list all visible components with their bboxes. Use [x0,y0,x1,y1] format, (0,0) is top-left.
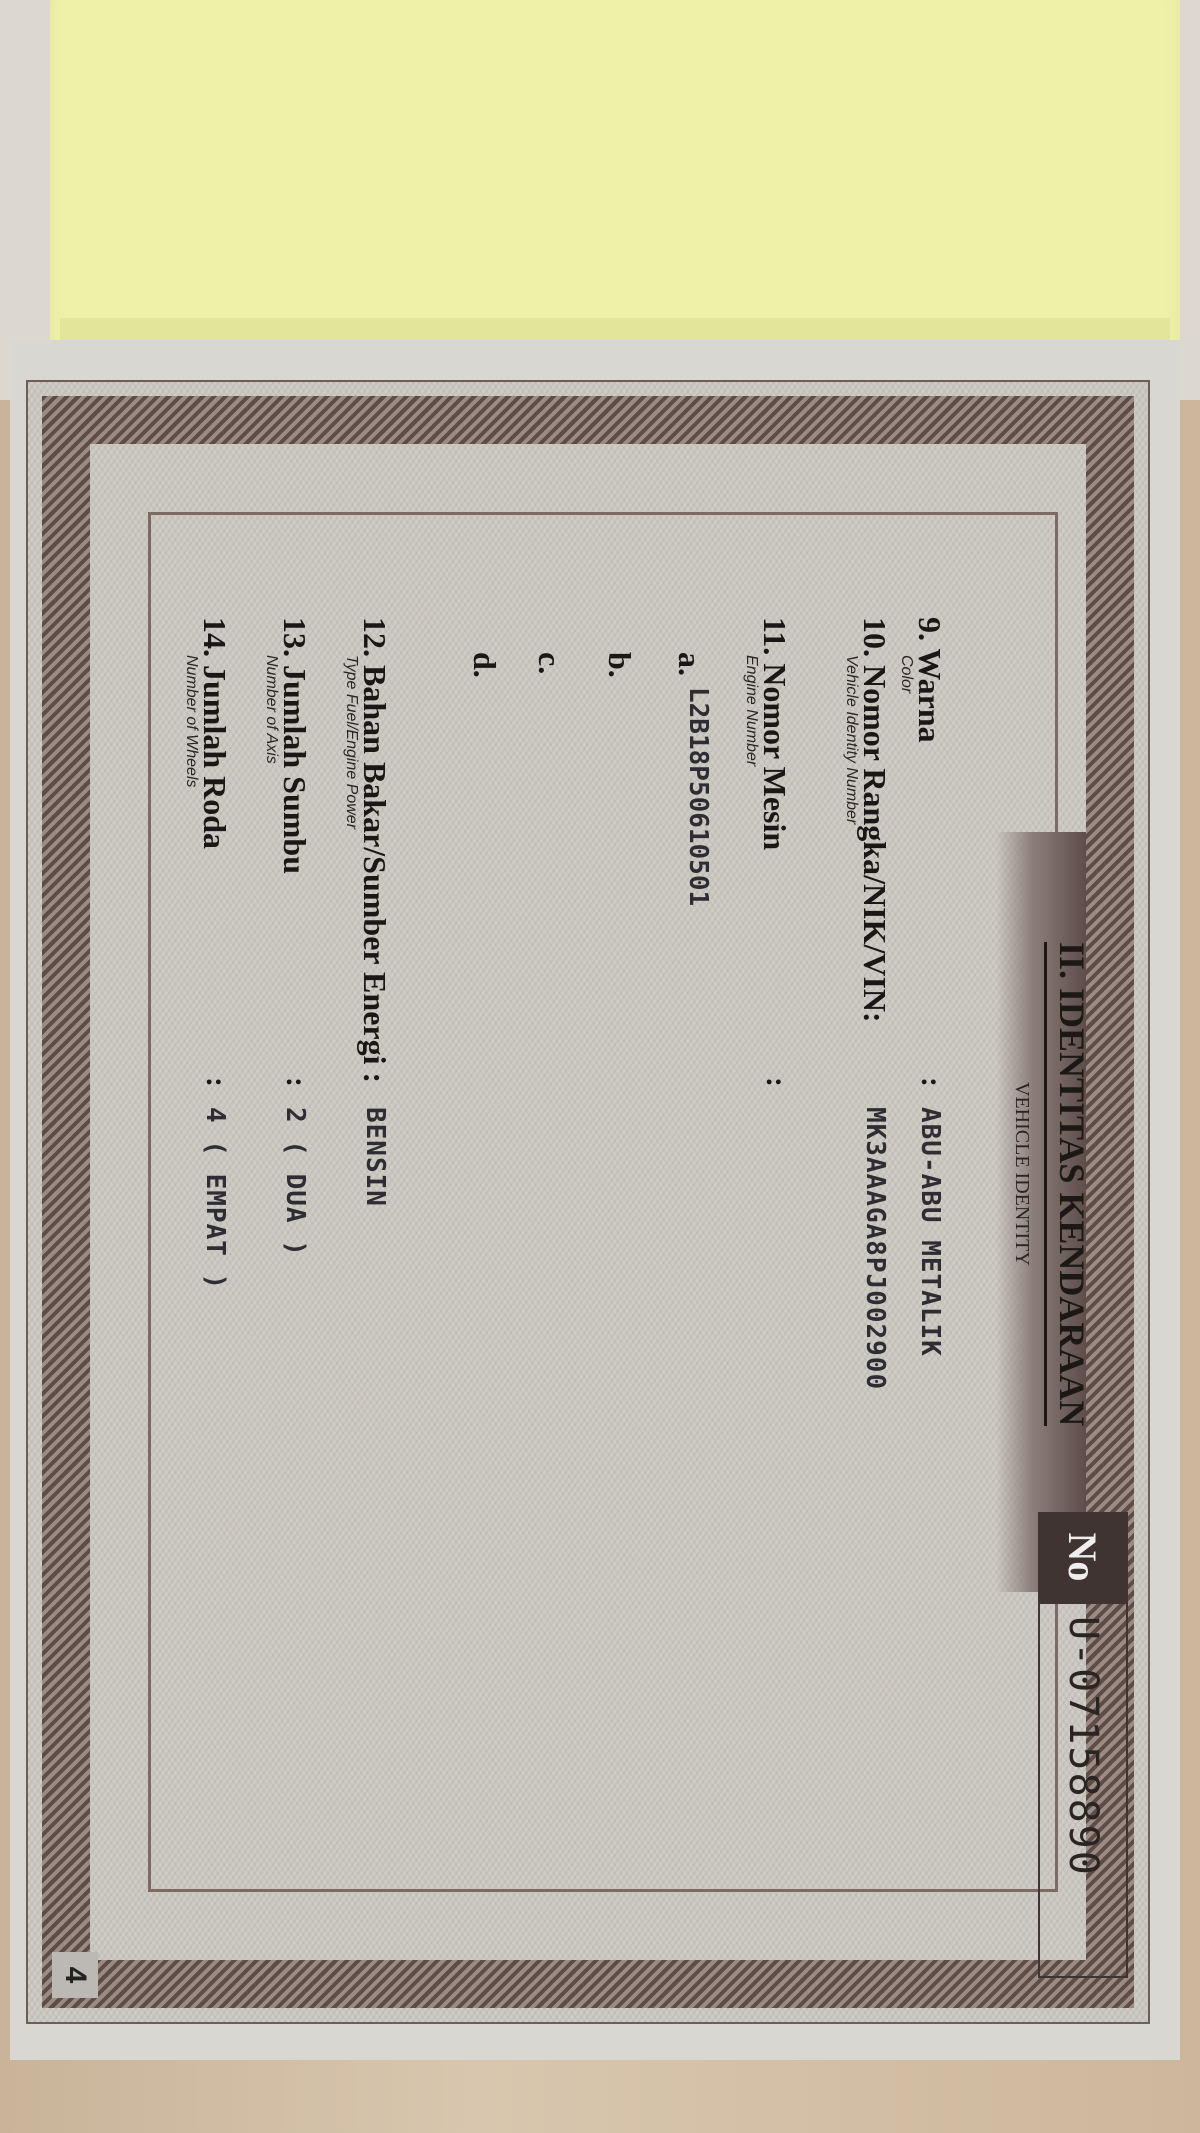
field-fuel: 12. Bahan Bakar/Sumber Energi : Type Fue… [342,617,393,1083]
colon: : [760,1077,793,1087]
field-label: 13. Jumlah Sumbu [277,617,313,874]
field-value-fuel: BENSIN [360,1107,390,1207]
section-heading: II. IDENTITAS KENDARAAN [1044,942,1093,1427]
field-axis: 13. Jumlah Sumbu Number of Axis [262,617,313,874]
field-label: a. [672,652,708,676]
field-vin: 10. Nomor Rangka/NIK/VIN: Vehicle Identi… [842,617,893,1023]
field-label: 9. Warna [912,617,948,743]
colon: : [200,1077,233,1087]
field-value-axis: 2 ( DUA ) [280,1107,310,1257]
colon: : [280,1077,313,1087]
field-label: c. [532,652,568,675]
field-wheels: 14. Jumlah Roda Number of Wheels [182,617,233,849]
field-value-engine-number: L2B18P50610501 [683,687,713,907]
number-label: No [1038,1512,1128,1602]
vehicle-identity-document: II. IDENTITAS KENDARAAN VEHICLE IDENTITY… [26,380,1150,2024]
field-c: c. [531,652,568,674]
field-label: 11. Nomor Mesin [757,617,793,851]
section-subheading: VEHICLE IDENTITY [1011,1082,1033,1266]
field-label: b. [602,652,638,678]
page-number: 4 [52,1952,98,1998]
document-rotated-content: II. IDENTITAS KENDARAAN VEHICLE IDENTITY… [26,380,1150,2024]
field-b: b. [601,652,638,678]
field-label: 14. Jumlah Roda [197,617,233,850]
field-a: a. [671,652,708,676]
field-color: 9. Warna Color [897,617,948,743]
field-d: d. [466,652,503,678]
field-label: 12. Bahan Bakar/Sumber Energi : [357,617,393,1084]
field-label: 10. Nomor Rangka/NIK/VIN: [857,617,893,1023]
field-value-color: ABU-ABU METALIK [915,1107,945,1357]
field-value-wheels: 4 ( EMPAT ) [200,1107,230,1291]
field-value-vin: MK3AAAGA8PJ002900 [860,1107,890,1391]
field-label: d. [467,652,503,678]
field-engine-number: 11. Nomor Mesin Engine Number [742,617,793,850]
colon: : [915,1077,948,1087]
document-number: U-07158890 [1038,1602,1128,1978]
